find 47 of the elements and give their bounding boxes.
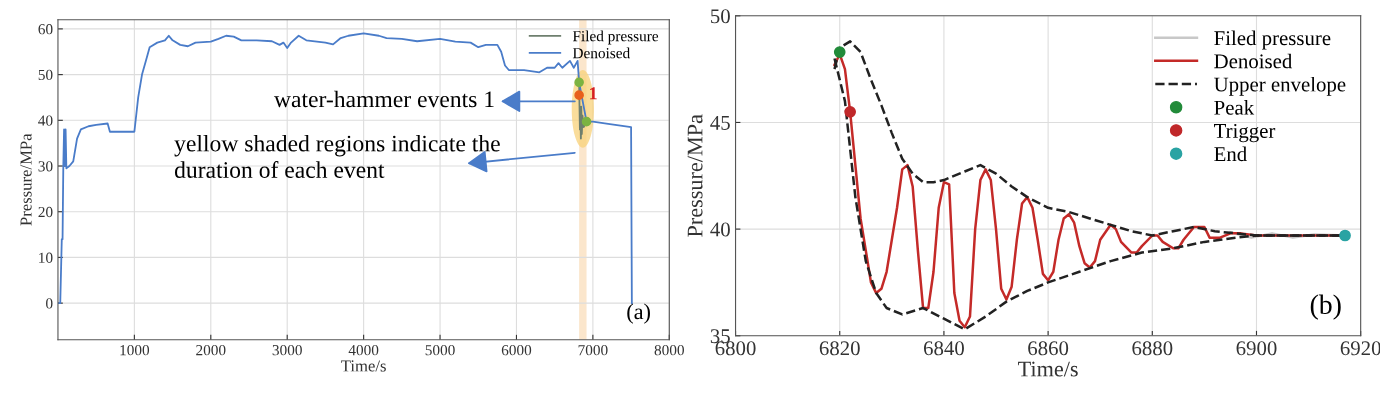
x-tick-label: 6880 [1132,341,1173,356]
legend-label: End [1214,146,1247,162]
x-tick-label: 6860 [1028,341,1069,356]
y-tick-label: 60 [38,24,53,35]
x-tick-label: 4000 [348,345,379,356]
y-tick-label: 20 [38,206,53,218]
x-tick-label: 2000 [196,345,226,356]
annotation: 1 [590,87,597,100]
y-tick-label: 50 [711,9,730,24]
legend-label: Peak [1214,100,1255,115]
x-axis-title: Time/s [341,360,386,372]
x-tick-label: 1000 [120,345,150,356]
x-tick-label: 6820 [819,341,860,356]
point [574,90,584,100]
annotation: yellow shaded regions indicate the duration of each event [174,134,500,178]
y-tick-label: 40 [38,115,53,126]
y-tick-label: 30 [38,161,53,172]
y-axis-title: Pressure/MPa [687,114,703,237]
y-tick-label: 50 [38,69,53,81]
x-tick-label: 6900 [1236,341,1277,356]
legend-label: Trigger [1214,123,1276,143]
legend-label: Denoised [572,47,630,59]
x-tick-label: 6920 [1340,341,1380,356]
x-tick-label: 8000 [654,345,684,356]
annotation: (b) [1310,294,1341,320]
y-axis-title: Pressure/MPa [20,133,32,226]
legend-label: Filed pressure [572,30,659,45]
x-tick-label: 6840 [923,341,964,356]
y-tick-label: 45 [710,115,730,130]
x-axis-title: Time/s [1018,361,1078,377]
point [833,46,846,58]
legend-label: Filed pressure [1214,30,1331,50]
y-tick-label: 0 [46,298,53,309]
point [1339,229,1351,242]
y-tick-label: 10 [39,252,53,263]
x-tick-label: 6000 [501,345,532,356]
point [844,105,856,118]
annotation: water-hammer events 1 [273,90,494,108]
legend-label: Denoised [1214,53,1293,69]
x-tick-label: 3000 [272,345,302,356]
x-tick-label: 5000 [425,345,455,356]
point [581,116,592,127]
point [574,77,584,88]
legend-label: Upper envelope [1214,76,1346,96]
x-tick-label: 7000 [578,345,608,356]
annotation: (a) [627,303,650,324]
y-tick-label: 40 [710,222,730,237]
